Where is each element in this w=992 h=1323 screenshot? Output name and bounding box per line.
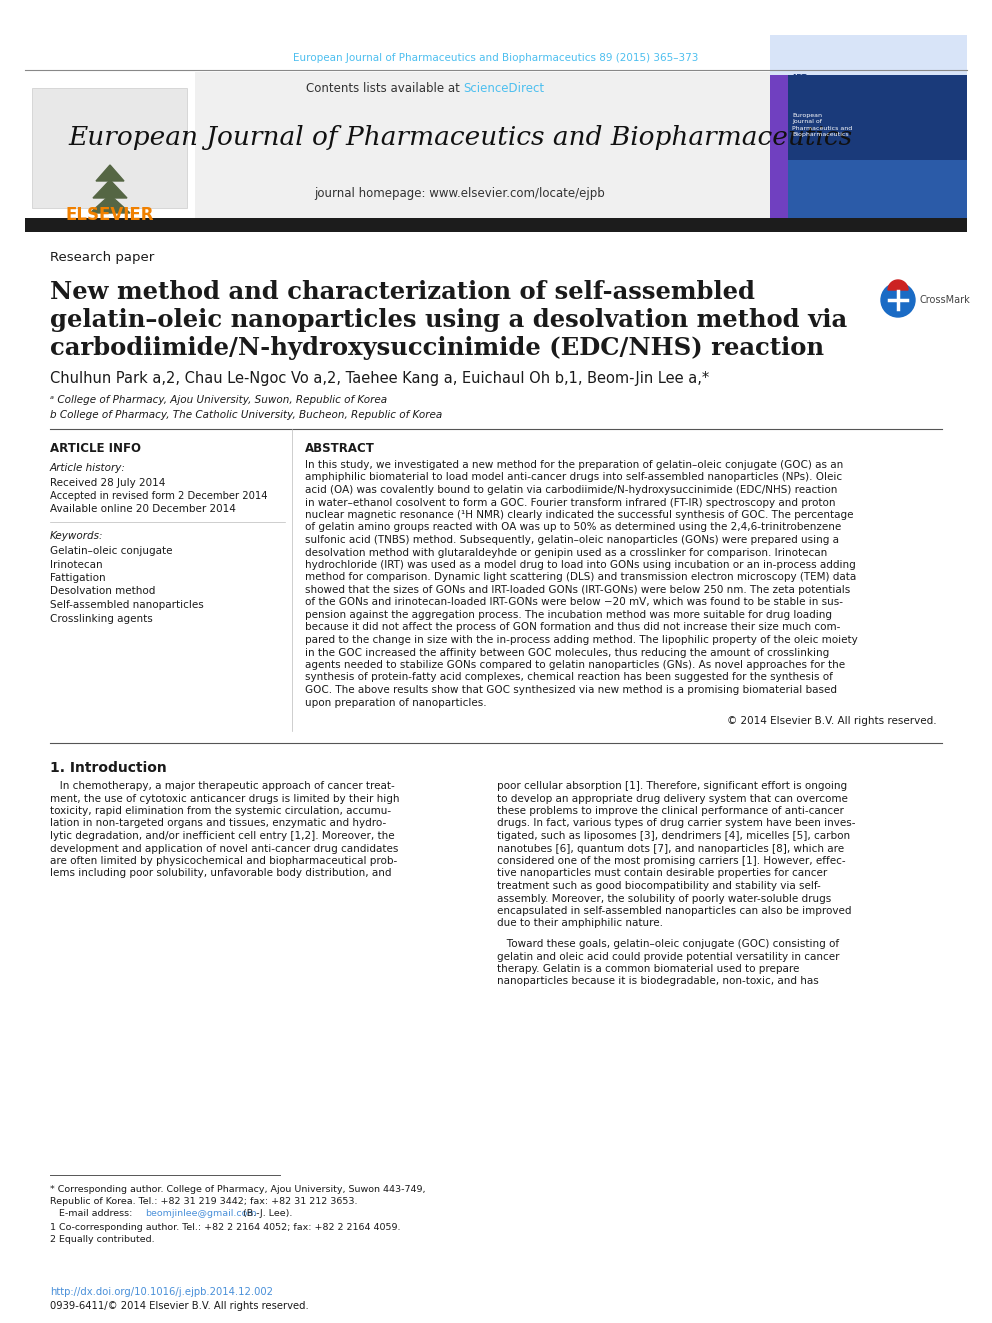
Wedge shape [888,280,908,290]
Text: poor cellular absorption [1]. Therefore, significant effort is ongoing: poor cellular absorption [1]. Therefore,… [497,781,847,791]
Text: pension against the aggregation process. The incubation method was more suitable: pension against the aggregation process.… [305,610,832,620]
Text: 2 Equally contributed.: 2 Equally contributed. [50,1236,155,1245]
Text: Chulhun Park a,2, Chau Le-Ngoc Vo a,2, Taehee Kang a, Euichaul Oh b,1, Beom-Jin : Chulhun Park a,2, Chau Le-Ngoc Vo a,2, T… [50,370,709,385]
Circle shape [881,283,915,318]
Text: ABSTRACT: ABSTRACT [305,442,375,455]
Text: to develop an appropriate drug delivery system that can overcome: to develop an appropriate drug delivery … [497,794,848,803]
Text: of gelatin amino groups reacted with OA was up to 50% as determined using the 2,: of gelatin amino groups reacted with OA … [305,523,841,532]
Text: toxicity, rapid elimination from the systemic circulation, accumu-: toxicity, rapid elimination from the sys… [50,806,391,816]
Text: gelatin–oleic nanoparticles using a desolvation method via: gelatin–oleic nanoparticles using a deso… [50,308,847,332]
Text: Available online 20 December 2014: Available online 20 December 2014 [50,504,236,515]
FancyBboxPatch shape [788,71,967,160]
Text: 1 Co-corresponding author. Tel.: +82 2 2164 4052; fax: +82 2 2164 4059.: 1 Co-corresponding author. Tel.: +82 2 2… [50,1222,401,1232]
Text: in the GOC increased the affinity between GOC molecules, thus reducing the amoun: in the GOC increased the affinity betwee… [305,647,829,658]
Text: ment, the use of cytotoxic anticancer drugs is limited by their high: ment, the use of cytotoxic anticancer dr… [50,794,400,803]
Text: European Journal of Pharmaceutics and Biopharmaceutics 89 (2015) 365–373: European Journal of Pharmaceutics and Bi… [294,53,698,64]
Text: acid (OA) was covalently bound to gelatin via carbodiimide/N-hydroxysuccinimide : acid (OA) was covalently bound to gelati… [305,486,837,495]
Text: Keywords:: Keywords: [50,531,103,541]
Text: because it did not affect the process of GON formation and thus did not increase: because it did not affect the process of… [305,623,840,632]
FancyBboxPatch shape [107,187,113,204]
Text: agents needed to stabilize GONs compared to gelatin nanoparticles (GNs). As nove: agents needed to stabilize GONs compared… [305,660,845,669]
Text: lems including poor solubility, unfavorable body distribution, and: lems including poor solubility, unfavora… [50,868,392,878]
Text: CrossMark: CrossMark [919,295,970,306]
Text: drugs. In fact, various types of drug carrier system have been inves-: drugs. In fact, various types of drug ca… [497,819,855,828]
Text: gelatin and oleic acid could provide potential versatility in cancer: gelatin and oleic acid could provide pot… [497,951,839,962]
Text: of the GONs and irinotecan-loaded IRT-GONs were below −20 mV, which was found to: of the GONs and irinotecan-loaded IRT-GO… [305,598,843,607]
Text: are often limited by physicochemical and biopharmaceutical prob-: are often limited by physicochemical and… [50,856,397,867]
Text: ARTICLE INFO: ARTICLE INFO [50,442,141,455]
Text: E-mail address:: E-mail address: [50,1209,135,1218]
Text: method for comparison. Dynamic light scattering (DLS) and transmission electron : method for comparison. Dynamic light sca… [305,573,856,582]
FancyBboxPatch shape [770,34,967,75]
Text: pared to the change in size with the in-process adding method. The lipophilic pr: pared to the change in size with the in-… [305,635,858,646]
FancyBboxPatch shape [770,71,788,220]
Text: nuclear magnetic resonance (¹H NMR) clearly indicated the successful synthesis o: nuclear magnetic resonance (¹H NMR) clea… [305,509,853,520]
Text: synthesis of protein-fatty acid complexes, chemical reaction has been suggested : synthesis of protein-fatty acid complexe… [305,672,833,683]
Text: upon preparation of nanoparticles.: upon preparation of nanoparticles. [305,697,487,708]
Text: * Corresponding author. College of Pharmacy, Ajou University, Suwon 443-749,: * Corresponding author. College of Pharm… [50,1184,426,1193]
Text: encapsulated in self-assembled nanoparticles can also be improved: encapsulated in self-assembled nanoparti… [497,906,851,916]
Text: Gelatin–oleic conjugate: Gelatin–oleic conjugate [50,546,173,556]
Text: nanotubes [6], quantum dots [7], and nanoparticles [8], which are: nanotubes [6], quantum dots [7], and nan… [497,844,844,853]
Polygon shape [96,165,124,181]
Text: Article history:: Article history: [50,463,126,474]
Text: Research paper: Research paper [50,250,154,263]
Text: treatment such as good biocompatibility and stability via self-: treatment such as good biocompatibility … [497,881,820,890]
Text: tigated, such as liposomes [3], dendrimers [4], micelles [5], carbon: tigated, such as liposomes [3], dendrime… [497,831,850,841]
Text: showed that the sizes of GONs and IRT-loaded GONs (IRT-GONs) were below 250 nm. : showed that the sizes of GONs and IRT-lo… [305,585,850,595]
FancyBboxPatch shape [32,89,187,208]
Text: lytic degradation, and/or inefficient cell entry [1,2]. Moreover, the: lytic degradation, and/or inefficient ce… [50,831,395,841]
Text: APT: APT [792,74,807,79]
Polygon shape [93,180,127,198]
Text: nanoparticles because it is biodegradable, non-toxic, and has: nanoparticles because it is biodegradabl… [497,976,818,987]
Text: New method and characterization of self-assembled: New method and characterization of self-… [50,280,755,304]
Text: therapy. Gelatin is a common biomaterial used to prepare: therapy. Gelatin is a common biomaterial… [497,964,800,974]
Text: ᵃ College of Pharmacy, Ajou University, Suwon, Republic of Korea: ᵃ College of Pharmacy, Ajou University, … [50,396,387,405]
Text: 0939-6411/© 2014 Elsevier B.V. All rights reserved.: 0939-6411/© 2014 Elsevier B.V. All right… [50,1301,309,1311]
Text: in water–ethanol cosolvent to form a GOC. Fourier transform infrared (FT-IR) spe: in water–ethanol cosolvent to form a GOC… [305,497,835,508]
Text: Crosslinking agents: Crosslinking agents [50,614,153,623]
Text: © 2014 Elsevier B.V. All rights reserved.: © 2014 Elsevier B.V. All rights reserved… [727,716,937,726]
Text: (B.-J. Lee).: (B.-J. Lee). [240,1209,293,1218]
Text: journal homepage: www.elsevier.com/locate/ejpb: journal homepage: www.elsevier.com/locat… [314,187,605,200]
Text: tive nanoparticles must contain desirable properties for cancer: tive nanoparticles must contain desirabl… [497,868,827,878]
Text: European
Journal of
Pharmaceutics and
Biopharmaceutics: European Journal of Pharmaceutics and Bi… [792,112,852,138]
Text: Republic of Korea. Tel.: +82 31 219 3442; fax: +82 31 212 3653.: Republic of Korea. Tel.: +82 31 219 3442… [50,1196,357,1205]
Text: ScienceDirect: ScienceDirect [463,82,545,94]
Text: these problems to improve the clinical performance of anti-cancer: these problems to improve the clinical p… [497,806,844,816]
Text: beomjinlee@gmail.com: beomjinlee@gmail.com [145,1209,257,1218]
Text: b College of Pharmacy, The Catholic University, Bucheon, Republic of Korea: b College of Pharmacy, The Catholic Univ… [50,410,442,419]
Polygon shape [90,194,130,213]
Text: ELSEVIER: ELSEVIER [65,206,154,224]
Text: considered one of the most promising carriers [1]. However, effec-: considered one of the most promising car… [497,856,845,867]
Text: Desolvation method: Desolvation method [50,586,156,597]
Text: 1. Introduction: 1. Introduction [50,761,167,775]
Text: Toward these goals, gelatin–oleic conjugate (GOC) consisting of: Toward these goals, gelatin–oleic conjug… [497,939,839,949]
Text: Fattigation: Fattigation [50,573,105,583]
FancyBboxPatch shape [25,71,195,220]
Text: assembly. Moreover, the solubility of poorly water-soluble drugs: assembly. Moreover, the solubility of po… [497,893,831,904]
Text: Received 28 July 2014: Received 28 July 2014 [50,478,166,488]
FancyBboxPatch shape [770,71,967,220]
FancyBboxPatch shape [25,71,770,220]
Text: carbodiimide/N-hydroxysuccinimide (EDC/NHS) reaction: carbodiimide/N-hydroxysuccinimide (EDC/N… [50,336,824,360]
Text: Accepted in revised form 2 December 2014: Accepted in revised form 2 December 2014 [50,491,268,501]
Text: due to their amphiphilic nature.: due to their amphiphilic nature. [497,918,663,929]
Text: lation in non-targeted organs and tissues, enzymatic and hydro-: lation in non-targeted organs and tissue… [50,819,386,828]
Text: Irinotecan: Irinotecan [50,560,102,569]
Text: Self-assembled nanoparticles: Self-assembled nanoparticles [50,601,203,610]
Text: development and application of novel anti-cancer drug candidates: development and application of novel ant… [50,844,399,853]
Text: In chemotherapy, a major therapeutic approach of cancer treat-: In chemotherapy, a major therapeutic app… [50,781,395,791]
Text: sulfonic acid (TNBS) method. Subsequently, gelatin–oleic nanoparticles (GONs) we: sulfonic acid (TNBS) method. Subsequentl… [305,534,839,545]
Text: http://dx.doi.org/10.1016/j.ejpb.2014.12.002: http://dx.doi.org/10.1016/j.ejpb.2014.12… [50,1287,273,1297]
Text: European Journal of Pharmaceutics and Biopharmaceutics: European Journal of Pharmaceutics and Bi… [67,126,852,151]
Text: GOC. The above results show that GOC synthesized via new method is a promising b: GOC. The above results show that GOC syn… [305,685,837,695]
Text: desolvation method with glutaraldeyhde or genipin used as a crosslinker for comp: desolvation method with glutaraldeyhde o… [305,548,827,557]
Text: Contents lists available at: Contents lists available at [307,82,460,94]
FancyBboxPatch shape [25,218,967,232]
Text: In this study, we investigated a new method for the preparation of gelatin–oleic: In this study, we investigated a new met… [305,460,843,470]
Text: hydrochloride (IRT) was used as a model drug to load into GONs using incubation : hydrochloride (IRT) was used as a model … [305,560,856,570]
Text: amphiphilic biomaterial to load model anti-cancer drugs into self-assembled nano: amphiphilic biomaterial to load model an… [305,472,842,483]
